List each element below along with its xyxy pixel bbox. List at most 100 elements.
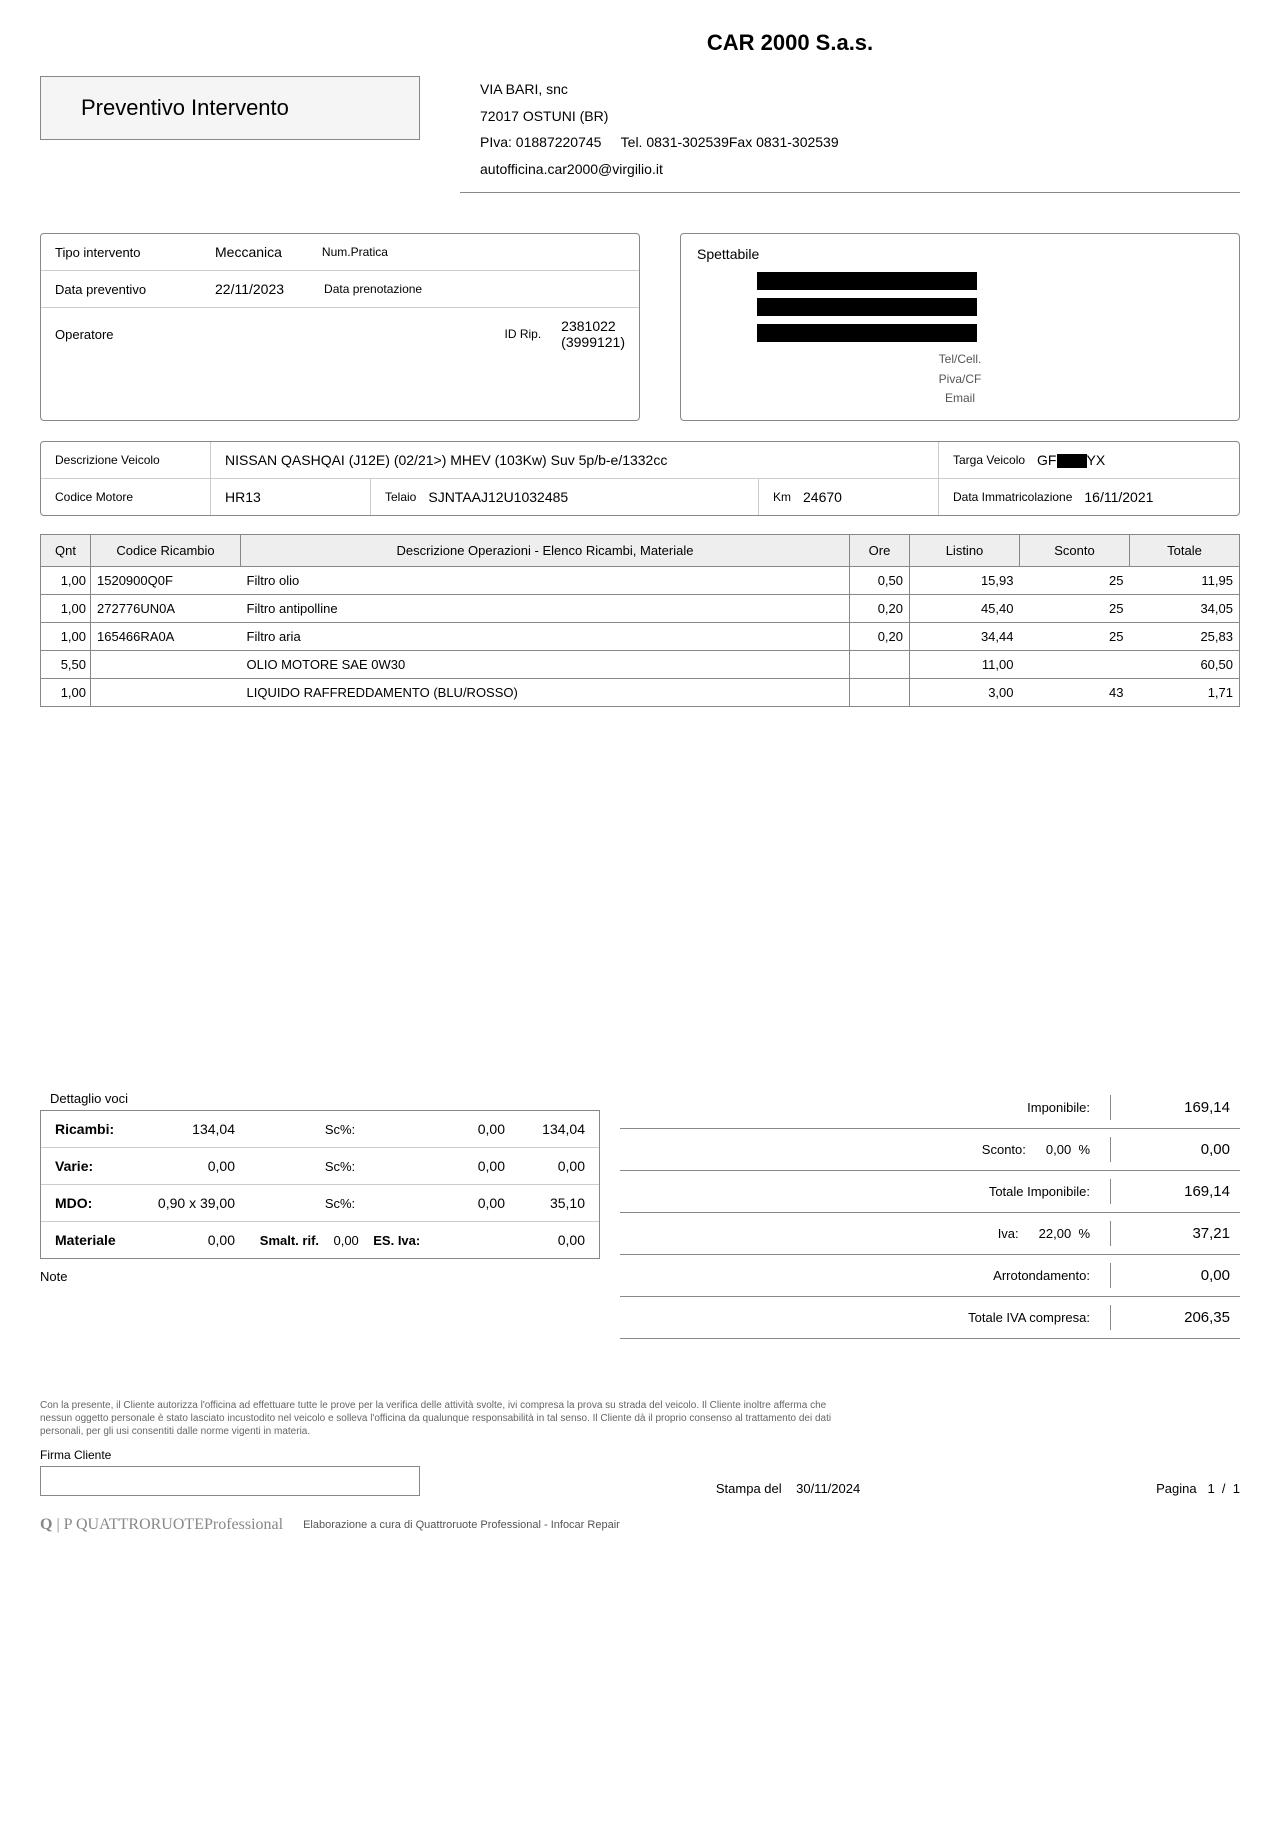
firma-label: Firma Cliente — [40, 1448, 420, 1462]
stampa-date: 30/11/2024 — [796, 1481, 860, 1496]
idrip-val1: 2381022 — [561, 318, 625, 334]
spett-email: Email — [697, 389, 1223, 408]
pagina-sep: / — [1222, 1481, 1226, 1496]
firma-box — [40, 1466, 420, 1496]
dataprenot-label: Data prenotazione — [324, 282, 422, 296]
cell-sconto: 43 — [1020, 679, 1130, 707]
table-row: 1,00272776UN0AFiltro antipolline0,2045,4… — [41, 595, 1240, 623]
header-row: Preventivo Intervento VIA BARI, snc 7201… — [40, 76, 1240, 193]
cell-sconto: 25 — [1020, 595, 1130, 623]
imponibile-val: 169,14 — [1110, 1095, 1240, 1120]
km-label: Km — [773, 490, 791, 504]
tipo-intervento-label: Tipo intervento — [55, 245, 195, 260]
smalt-label: Smalt. rif. — [260, 1233, 319, 1248]
varie-val: 0,00 — [155, 1158, 235, 1174]
arrot-label: Arrotondamento: — [993, 1268, 1090, 1283]
telaio-val: SJNTAAJ12U1032485 — [428, 489, 568, 505]
company-info: VIA BARI, snc 72017 OSTUNI (BR) PIva: 01… — [460, 76, 1240, 193]
spett-telcell: Tel/Cell. — [697, 350, 1223, 369]
materiale-label: Materiale — [55, 1232, 155, 1248]
cell-qnt: 1,00 — [41, 567, 91, 595]
cell-qnt: 1,00 — [41, 623, 91, 651]
cell-desc: LIQUIDO RAFFREDDAMENTO (BLU/ROSSO) — [241, 679, 850, 707]
pagina-tot: 1 — [1233, 1481, 1240, 1496]
redacted-3 — [757, 324, 977, 342]
items-table: Qnt Codice Ricambio Descrizione Operazio… — [40, 534, 1240, 707]
table-row: 5,50OLIO MOTORE SAE 0W3011,0060,50 — [41, 651, 1240, 679]
cell-totale: 25,83 — [1130, 623, 1240, 651]
cell-ore: 0,50 — [850, 567, 910, 595]
imponibile-label: Imponibile: — [1027, 1100, 1090, 1115]
brand-suffix: Professional — [204, 1516, 283, 1533]
iva-pct-s: % — [1078, 1226, 1090, 1241]
piva-val: 01887220745 — [516, 134, 602, 150]
pagina-label: Pagina — [1156, 1481, 1196, 1496]
cell-listino: 34,44 — [910, 623, 1020, 651]
cell-codice — [91, 679, 241, 707]
iva-pct: 22,00 — [1039, 1226, 1072, 1241]
desc-veicolo-val: NISSAN QASHQAI (J12E) (02/21>) MHEV (103… — [225, 452, 667, 468]
telaio-label: Telaio — [385, 490, 416, 504]
mdo-rate: 39,00 — [200, 1195, 235, 1211]
company-email: autofficina.car2000@virgilio.it — [480, 156, 1240, 183]
targa-post: YX — [1087, 452, 1106, 468]
th-qnt: Qnt — [41, 535, 91, 567]
cell-totale: 60,50 — [1130, 651, 1240, 679]
cell-listino: 3,00 — [910, 679, 1020, 707]
table-row: 1,001520900Q0FFiltro olio0,5015,932511,9… — [41, 567, 1240, 595]
ricambi-tot: 134,04 — [505, 1121, 585, 1137]
ricambi-sc: 0,00 — [445, 1121, 505, 1137]
mdo-h: 0,90 — [158, 1195, 185, 1211]
totals-box: Imponibile: 169,14 Sconto: 0,00 % 0,00 T… — [620, 1087, 1240, 1339]
pagina-cur: 1 — [1207, 1481, 1214, 1496]
iva-label: Iva: — [998, 1226, 1019, 1241]
stampa-label: Stampa del — [716, 1481, 782, 1496]
intervento-box: Tipo intervento Meccanica Num.Pratica Da… — [40, 233, 640, 421]
brand-credit: Elaborazione a cura di Quattroruote Prof… — [303, 1519, 620, 1531]
immatr-label: Data Immatricolazione — [953, 490, 1072, 504]
company-addr1: VIA BARI, snc — [480, 76, 1240, 103]
cell-ore: 0,20 — [850, 623, 910, 651]
redacted-1 — [757, 272, 977, 290]
piva-label: PIva: — [480, 134, 512, 150]
totivac-label: Totale IVA compresa: — [968, 1310, 1090, 1325]
ricambi-label: Ricambi: — [55, 1121, 155, 1137]
table-row: 1,00165466RA0AFiltro aria0,2034,442525,8… — [41, 623, 1240, 651]
ricambi-val: 134,04 — [155, 1121, 235, 1137]
idrip-val2: (3999121) — [561, 334, 625, 350]
codice-motore-val: HR13 — [225, 489, 261, 505]
numpratica-label: Num.Pratica — [322, 245, 388, 259]
totivac-val: 206,35 — [1110, 1305, 1240, 1330]
cell-ore — [850, 651, 910, 679]
dettaglio-title: Dettaglio voci — [40, 1087, 600, 1111]
th-totale: Totale — [1130, 535, 1240, 567]
cell-desc: OLIO MOTORE SAE 0W30 — [241, 651, 850, 679]
mdo-tot: 35,10 — [505, 1195, 585, 1211]
tel-val: 0831-302539 — [646, 134, 729, 150]
th-codice: Codice Ricambio — [91, 535, 241, 567]
cell-codice: 1520900Q0F — [91, 567, 241, 595]
targa-pre: GF — [1037, 452, 1056, 468]
table-row: 1,00LIQUIDO RAFFREDDAMENTO (BLU/ROSSO)3,… — [41, 679, 1240, 707]
th-ore: Ore — [850, 535, 910, 567]
spettabile-box: Spettabile Tel/Cell. Piva/CF Email — [680, 233, 1240, 421]
dettaglio-box: Ricambi: 134,04 Sc%: 0,00 134,04 Varie: … — [40, 1111, 600, 1259]
smalt-val: 0,00 — [333, 1233, 358, 1248]
sconto-pct-s: % — [1078, 1142, 1090, 1157]
varie-sc-label: Sc%: — [325, 1159, 355, 1174]
company-name: CAR 2000 S.a.s. — [40, 30, 1240, 56]
cell-totale: 11,95 — [1130, 567, 1240, 595]
esiva-val: 0,00 — [505, 1232, 585, 1248]
totimp-val: 169,14 — [1110, 1179, 1240, 1204]
redacted-2 — [757, 298, 977, 316]
cell-listino: 11,00 — [910, 651, 1020, 679]
fax-val: 0831-302539 — [756, 134, 839, 150]
cell-sconto — [1020, 651, 1130, 679]
idrip-label: ID Rip. — [504, 327, 541, 341]
cell-ore — [850, 679, 910, 707]
esiva-label: ES. Iva: — [373, 1233, 420, 1248]
th-listino: Listino — [910, 535, 1020, 567]
desc-veicolo-label: Descrizione Veicolo — [55, 453, 160, 467]
brand-name: QUATTRORUOTE — [76, 1516, 204, 1533]
cell-qnt: 1,00 — [41, 595, 91, 623]
